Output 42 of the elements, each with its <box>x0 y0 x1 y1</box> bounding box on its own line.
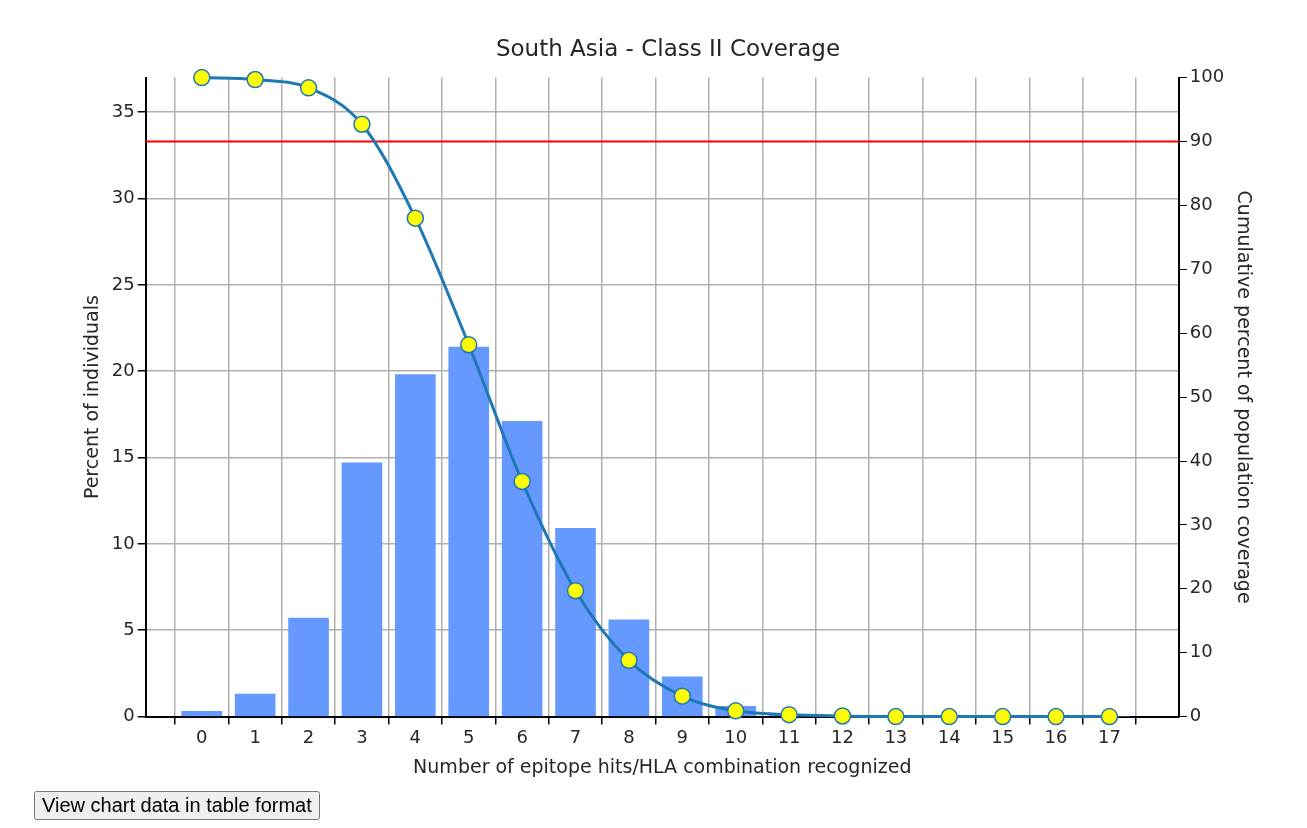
y-tick-label: 35 <box>111 99 135 121</box>
y-tick-label: 15 <box>111 445 135 467</box>
x-tick-label: 9 <box>676 726 689 748</box>
y2-tick-label: 20 <box>1189 576 1213 598</box>
y-tick-label: 0 <box>123 704 135 726</box>
y2-tick-label: 10 <box>1189 640 1213 662</box>
chart-title: South Asia - Class II Coverage <box>495 34 841 61</box>
x-tick-label: 15 <box>991 726 1015 748</box>
x-tick-label: 2 <box>302 726 315 748</box>
y2-tick-label: 90 <box>1189 129 1213 151</box>
x-tick-label: 11 <box>777 726 801 748</box>
y2-tick-label: 70 <box>1189 256 1213 278</box>
y2-tick-label: 80 <box>1189 193 1213 215</box>
x-tick-label: 5 <box>463 726 475 748</box>
y-axis-title: Percent of individuals <box>80 295 103 500</box>
x-tick-label: 14 <box>937 726 961 748</box>
y-tick-label: 25 <box>111 272 135 294</box>
x-tick-label: 7 <box>569 726 582 748</box>
x-tick-label: 13 <box>884 726 908 748</box>
y-tick-label: 20 <box>111 358 135 380</box>
x-tick-label: 17 <box>1097 726 1121 748</box>
y2-tick-label: 50 <box>1189 384 1213 406</box>
y-tick-label: 10 <box>111 531 135 553</box>
y2-tick-label: 60 <box>1189 320 1213 342</box>
x-tick-label: 10 <box>724 726 748 748</box>
y-tick-label: 30 <box>111 186 135 208</box>
y2-tick-label: 100 <box>1189 65 1225 87</box>
x-tick-label: 3 <box>356 726 368 748</box>
x-tick-label: 1 <box>249 726 261 748</box>
y2-tick-label: 40 <box>1189 448 1213 470</box>
x-axis-title: Number of epitope hits/HLA combination recognized <box>413 754 912 777</box>
x-tick-label: 6 <box>516 726 528 748</box>
y-tick-label: 5 <box>123 617 135 639</box>
text: View chart data in table format <box>34 791 320 820</box>
x-tick-label: 8 <box>623 726 635 748</box>
x-tick-label: 16 <box>1044 726 1068 748</box>
x-tick-label: 12 <box>831 726 854 748</box>
y2-tick-label: 30 <box>1189 512 1213 534</box>
y2-axis-title: Cumulative percent of population coverage <box>1233 190 1256 604</box>
y2-tick-label: 0 <box>1189 704 1202 726</box>
x-tick-label: 4 <box>409 726 422 748</box>
x-tick-label: 0 <box>196 726 208 748</box>
